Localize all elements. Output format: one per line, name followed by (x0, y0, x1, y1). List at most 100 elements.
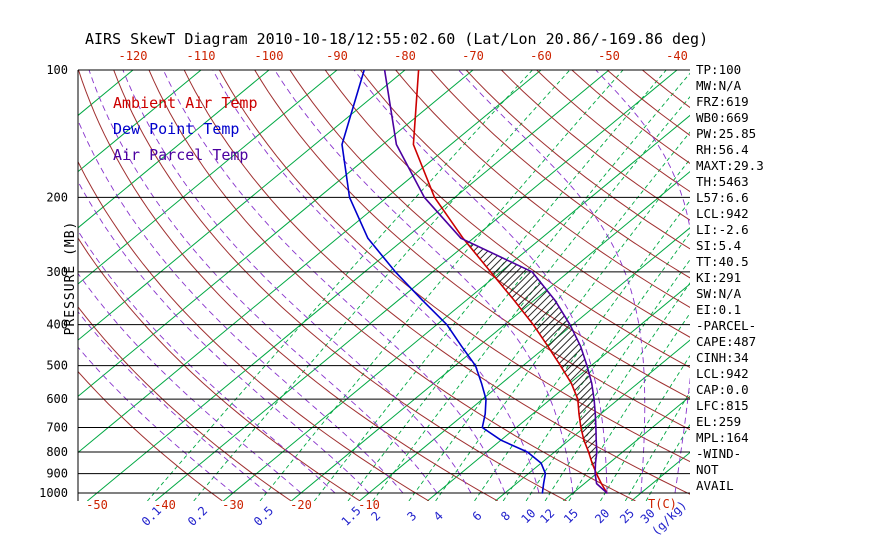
mixing-ratio-line (193, 70, 571, 501)
moist-adiabat-line (595, 70, 690, 494)
top-temp-tick-label: -90 (326, 49, 348, 63)
moist-adiabat-line (78, 272, 302, 494)
pressure-gridlines (77, 69, 690, 501)
dry-adiabat-line (78, 370, 223, 501)
stat-line: TH:5463 (696, 174, 749, 189)
stat-line: LCL:942 (696, 366, 749, 381)
mixing-ratio-tick-label: 15 (561, 506, 581, 526)
stat-line: TT:40.5 (696, 254, 749, 269)
moist-adiabat-line (353, 70, 608, 494)
mixing-ratio-line (313, 70, 667, 501)
isotherm-line (0, 70, 65, 501)
stat-line: EI:0.1 (696, 302, 741, 317)
top-temp-tick-label: -110 (187, 49, 216, 63)
mixing-ratio-tick-label: 25 (617, 506, 637, 526)
stat-line: MPL:164 (696, 430, 749, 445)
bottom-temp-tick-label: -40 (154, 498, 176, 512)
top-temp-tick-label: -120 (119, 49, 148, 63)
mixing-ratio-line (147, 70, 533, 501)
stat-line: WB0:669 (696, 110, 749, 125)
mixing-ratio-line (525, 259, 690, 501)
isotherm-line (78, 70, 338, 285)
isotherm-line (358, 227, 690, 501)
dry-adiabat-line (430, 70, 690, 279)
pressure-axis-label: PRESSURE (MB) (63, 221, 78, 336)
isotherm-line (154, 70, 678, 501)
sounding-curves (341, 70, 608, 494)
isotherm-line (222, 114, 690, 501)
top-temp-tick-label: -60 (530, 49, 552, 63)
stat-line: TP:100 (696, 62, 741, 77)
mixing-ratio-line (435, 158, 690, 501)
stats-panel: TP:100MW:N/AFRZ:619WB0:669PW:25.85RH:56.… (696, 62, 764, 493)
stat-line: FRZ:619 (696, 94, 749, 109)
isotherm-line (86, 70, 610, 501)
top-temp-tick-label: -40 (666, 49, 688, 63)
pressure-tick-label: 1000 (39, 486, 68, 500)
isotherm-line (78, 70, 542, 454)
isotherm-line (290, 170, 690, 501)
top-temp-tick-label: -100 (255, 49, 284, 63)
mixing-ratio-tick-label: 0.5 (251, 504, 276, 529)
mixing-ratio-tick-label: 20 (592, 506, 612, 526)
moist-adiabat-line (274, 70, 574, 494)
dry-adiabat-line (571, 70, 690, 164)
mixing-ratio-tick-label: 6 (470, 509, 485, 524)
dry-adiabat-line (113, 70, 567, 501)
mixing-ratio-line (347, 72, 690, 501)
mixing-ratio-tick-label: 0.2 (185, 504, 210, 529)
isotherm-line (562, 395, 690, 501)
dry-adiabat-line (501, 70, 690, 221)
bottom-temp-tick-label: -20 (290, 498, 312, 512)
stat-line: -PARCEL- (696, 318, 756, 333)
stat-line: CAP:0.0 (696, 382, 749, 397)
temp-unit-label: T(C) (648, 497, 677, 511)
stat-line: LCL:942 (696, 206, 749, 221)
isotherm-line (78, 70, 474, 397)
dry-adiabat-line (183, 70, 690, 495)
dry-adiabat-line (78, 237, 361, 501)
moist-adiabat-line (122, 70, 472, 494)
mixing-ratio-line (474, 200, 690, 501)
pressure-tick-label: 600 (46, 392, 68, 406)
top-temp-tick-label: -70 (462, 49, 484, 63)
pressure-tick-label: 800 (46, 445, 68, 459)
legend-dew-point: Dew Point Temp (113, 120, 239, 138)
isotherm-line (78, 70, 406, 341)
stat-line: -WIND- (696, 446, 741, 461)
mixing-ratio-tick-label: 12 (537, 506, 557, 526)
mixing-ratio-tick-label: 4 (431, 509, 446, 524)
moist-adiabat-line (162, 70, 506, 494)
moist-adiabat-line (458, 70, 646, 494)
isotherm-line (426, 283, 690, 501)
bottom-temp-tick-label: -30 (222, 498, 244, 512)
isotherm-line (78, 70, 202, 173)
dry-adiabat-line (78, 160, 430, 501)
stat-line: SW:N/A (696, 286, 742, 301)
mixing-ratio-line (372, 96, 690, 501)
dry-adiabat-line (360, 70, 690, 338)
dry-adiabat-line (218, 70, 690, 463)
pressure-tick-label: 900 (46, 467, 68, 481)
mixing-ratio-tick-label: 10 (518, 506, 538, 526)
dew-point-curve (341, 70, 547, 494)
stat-line: RH:56.4 (696, 142, 749, 157)
static-labels: AIRS SkewT Diagram 2010-10-18/12:55:02.6… (63, 30, 708, 538)
pressure-tick-label: 400 (46, 318, 68, 332)
stat-line: CAPE:487 (696, 334, 756, 349)
dry-adiabat-line (536, 70, 690, 193)
pressure-tick-label: 700 (46, 420, 68, 434)
mixing-ratio-line (502, 232, 690, 501)
mixing-ratio-line (259, 70, 624, 501)
stat-line: MAXT:29.3 (696, 158, 764, 173)
stat-line: L57:6.6 (696, 190, 749, 205)
cape-hatch-area (465, 241, 597, 471)
chart-title: AIRS SkewT Diagram 2010-10-18/12:55:02.6… (85, 30, 708, 48)
moist-adiabat-line (212, 70, 540, 494)
stat-line: AVAIL (696, 478, 734, 493)
top-temp-tick-label: -80 (394, 49, 416, 63)
legend-air-parcel: Air Parcel Temp (113, 146, 248, 164)
mixing-ratio-tick-label: 3 (404, 509, 419, 524)
